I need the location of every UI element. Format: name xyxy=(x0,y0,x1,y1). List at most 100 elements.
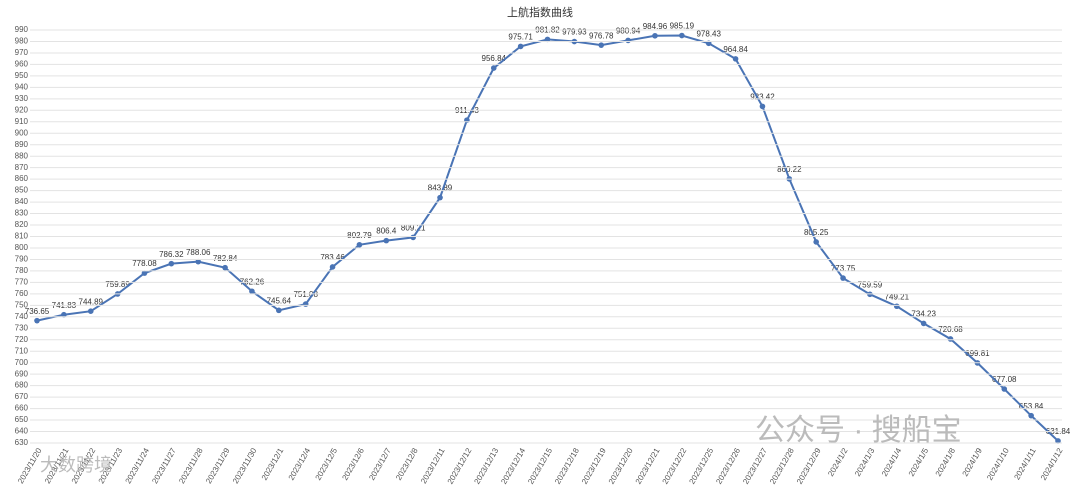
data-label: 749.21 xyxy=(885,292,910,301)
x-tick-label: 2024/1/5 xyxy=(907,446,931,478)
y-tick-label: 630 xyxy=(15,438,29,447)
y-tick-label: 650 xyxy=(15,415,29,424)
data-label: 956.84 xyxy=(482,54,507,63)
x-tick-label: 2023/11/27 xyxy=(150,446,178,485)
y-tick-label: 820 xyxy=(15,220,29,229)
chart-title: 上航指数曲线 xyxy=(507,5,573,19)
data-label: 759.59 xyxy=(858,280,883,289)
data-label: 653.84 xyxy=(1019,402,1044,411)
y-tick-label: 910 xyxy=(15,117,29,126)
y-tick-label: 830 xyxy=(15,209,29,218)
x-tick-label: 2023/11/29 xyxy=(204,446,232,485)
data-label: 809.21 xyxy=(401,224,426,233)
data-label: 843.89 xyxy=(428,184,453,193)
x-tick-label: 2023/12/22 xyxy=(661,446,689,486)
x-tick-label: 2024/1/9 xyxy=(961,446,985,478)
x-tick-label: 2023/12/18 xyxy=(553,446,581,486)
line xyxy=(36,34,1059,442)
y-tick-label: 900 xyxy=(15,128,29,137)
data-label: 786.32 xyxy=(159,250,184,259)
x-tick-label: 2023/12/11 xyxy=(419,446,447,485)
x-tick-label: 2023/12/27 xyxy=(741,446,769,486)
data-label: 976.78 xyxy=(589,31,614,40)
watermark: 公众号 · 搜船宝 xyxy=(755,414,962,447)
y-tick-label: 840 xyxy=(15,197,29,206)
y-tick-label: 740 xyxy=(15,312,29,321)
y-tick-label: 870 xyxy=(15,163,29,172)
x-tick-label: 2023/12/12 xyxy=(446,446,474,486)
x-tick-label: 2023/12/14 xyxy=(499,446,527,486)
x-tick-label: 2023/12/15 xyxy=(526,446,554,486)
y-tick-label: 720 xyxy=(15,335,29,344)
x-tick-label: 2023/12/25 xyxy=(687,446,715,486)
x-tick-label: 2023/12/4 xyxy=(287,446,313,482)
x-tick-label: 2024/1/4 xyxy=(880,446,904,478)
y-tick-label: 890 xyxy=(15,140,29,149)
x-tick-label: 2023/12/13 xyxy=(473,446,501,486)
watermark: 大数跨境 xyxy=(40,455,112,475)
x-tick-label: 2023/12/1 xyxy=(260,446,286,482)
y-tick-label: 850 xyxy=(15,186,29,195)
y-tick-label: 670 xyxy=(15,392,29,401)
data-label: 734.23 xyxy=(911,310,936,319)
y-tick-label: 730 xyxy=(15,323,29,332)
data-label: 751.08 xyxy=(293,290,318,299)
y-tick-label: 750 xyxy=(15,300,29,309)
y-tick-label: 790 xyxy=(15,255,29,264)
data-label: 975.71 xyxy=(508,33,533,42)
y-tick-label: 770 xyxy=(15,277,29,286)
x-tick-label: 2023/12/8 xyxy=(394,446,420,482)
x-tick-label: 2023/12/26 xyxy=(714,446,742,486)
x-tick-label: 2024/1/10 xyxy=(985,446,1011,482)
y-tick-label: 980 xyxy=(15,37,29,46)
data-label: 978.43 xyxy=(696,29,721,38)
x-tick-label: 2023/12/19 xyxy=(580,446,608,486)
y-tick-label: 810 xyxy=(15,232,29,241)
data-label: 783.46 xyxy=(320,253,345,262)
data-label: 736.65 xyxy=(25,307,50,316)
data-label: 773.75 xyxy=(831,264,856,273)
y-tick-label: 660 xyxy=(15,404,29,413)
data-label: 745.64 xyxy=(267,296,292,305)
y-tick-label: 970 xyxy=(15,48,29,57)
data-label: 782.84 xyxy=(213,254,238,263)
data-label: 805.25 xyxy=(804,228,829,237)
data-label: 699.81 xyxy=(965,349,990,358)
x-tick-label: 2024/1/8 xyxy=(934,446,958,478)
x-tick-label: 2023/12/20 xyxy=(607,446,635,486)
x-tick-label: 2023/11/24 xyxy=(124,446,152,485)
data-label: 923.42 xyxy=(750,92,775,101)
y-tick-label: 880 xyxy=(15,151,29,160)
y-tick-label: 930 xyxy=(15,94,29,103)
y-tick-label: 960 xyxy=(15,60,29,69)
y-tick-label: 990 xyxy=(15,25,29,34)
data-label: 802.79 xyxy=(347,231,372,240)
data-label: 980.94 xyxy=(616,27,641,36)
data-label: 720.68 xyxy=(938,325,963,334)
x-tick-label: 2023/12/21 xyxy=(634,446,662,486)
x-tick-label: 2023/12/6 xyxy=(340,446,366,482)
y-tick-label: 760 xyxy=(15,289,29,298)
data-label: 762.26 xyxy=(240,277,265,286)
y-tick-label: 800 xyxy=(15,243,29,252)
x-tick-label: 2023/12/5 xyxy=(314,446,340,482)
x-tick-label: 2024/1/3 xyxy=(853,446,877,478)
y-tick-label: 680 xyxy=(15,381,29,390)
y-tick-label: 640 xyxy=(15,427,29,436)
x-tick-label: 2024/1/2 xyxy=(826,446,850,478)
data-label: 788.06 xyxy=(186,248,211,257)
x-tick-label: 2023/11/28 xyxy=(177,446,205,485)
data-label: 984.96 xyxy=(643,22,668,31)
data-label: 985.19 xyxy=(670,22,695,31)
y-tick-label: 780 xyxy=(15,266,29,275)
y-tick-label: 860 xyxy=(15,174,29,183)
data-label: 806.4 xyxy=(376,227,397,236)
data-label: 778.08 xyxy=(132,259,157,268)
data-label: 860.22 xyxy=(777,165,802,174)
x-tick-label: 2023/12/7 xyxy=(367,446,393,482)
y-tick-label: 950 xyxy=(15,71,29,80)
x-tick-label: 2024/1/11 xyxy=(1012,446,1038,481)
y-tick-label: 700 xyxy=(15,358,29,367)
